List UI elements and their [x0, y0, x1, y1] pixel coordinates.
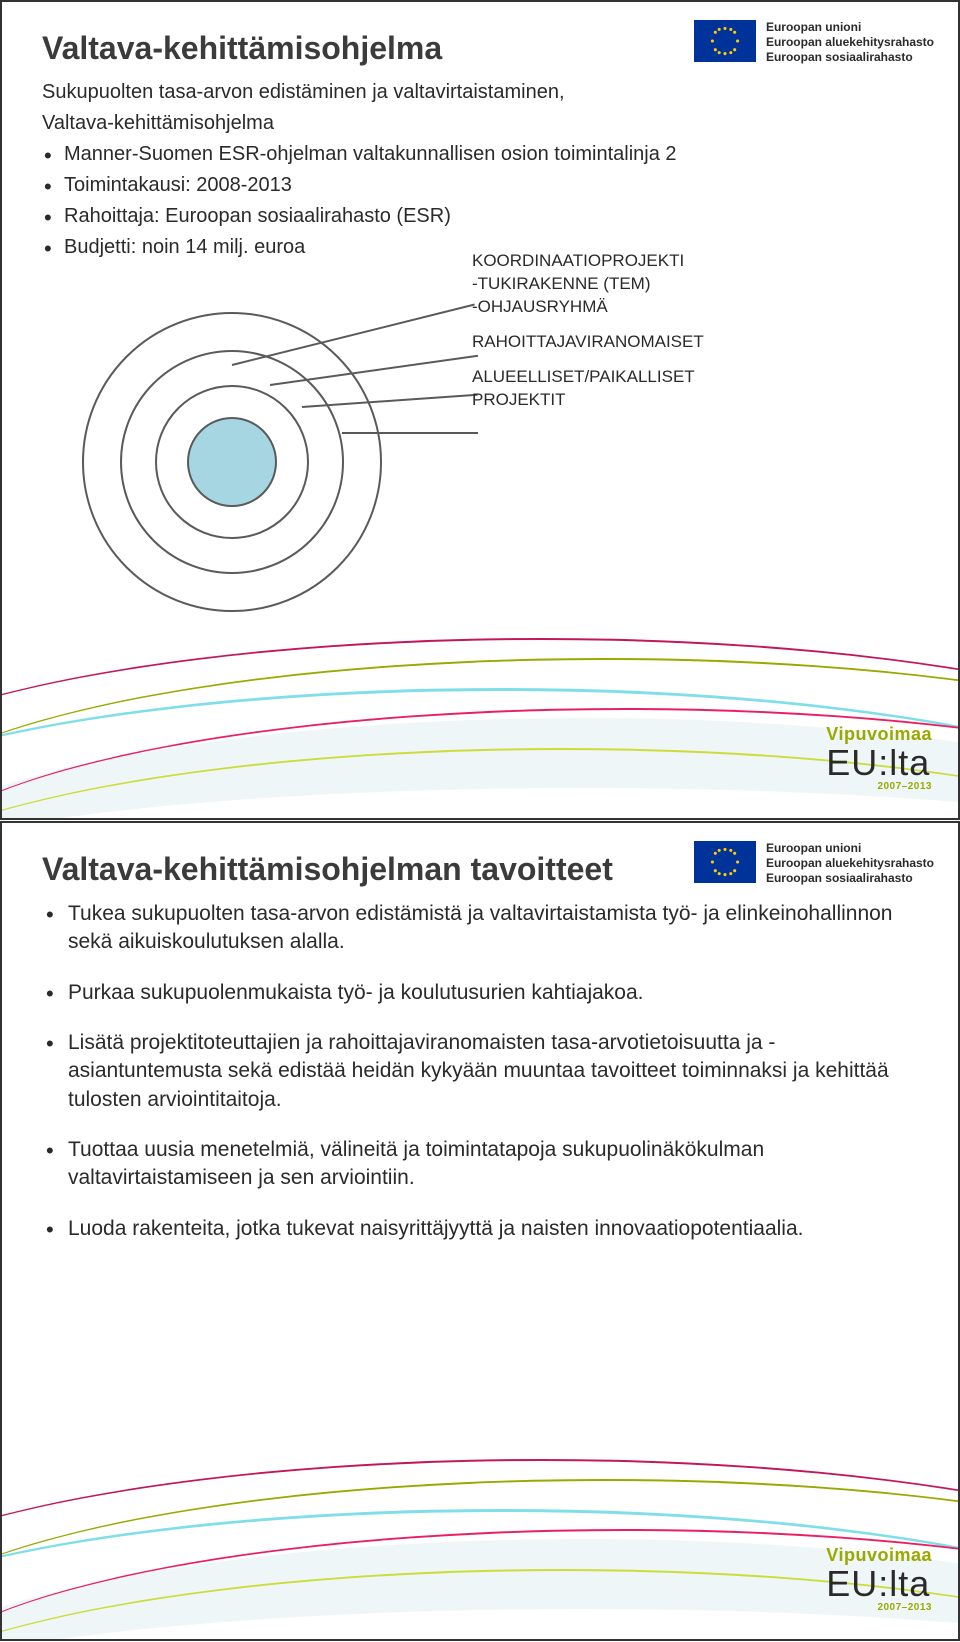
eu-text-line: Euroopan aluekehitysrahasto: [766, 856, 934, 871]
bullet-item: Tukea sukupuolten tasa-arvon edistämistä…: [42, 900, 898, 957]
bullet-item: Manner-Suomen ESR-ohjelman valtakunnalli…: [42, 141, 918, 168]
diagram-ring-center: [187, 417, 277, 507]
eu-text: Euroopan unioni Euroopan aluekehitysraha…: [766, 20, 934, 65]
wave-line: [0, 1569, 960, 1641]
eu-text-line: Euroopan unioni: [766, 20, 934, 35]
wave-fill: [0, 718, 960, 820]
diagram-label-line: PROJEKTIT: [472, 389, 932, 412]
diagram-label-line: -OHJAUSRYHMÄ: [472, 296, 932, 319]
diagram-label-line: ALUEELLISET/PAIKALLISET: [472, 366, 932, 389]
eu-text-line: Euroopan aluekehitysrahasto: [766, 35, 934, 50]
diagram-label-block: RAHOITTAJAVIRANOMAISET: [472, 331, 932, 354]
slide2-bullets: Tukea sukupuolten tasa-arvon edistämistä…: [2, 900, 958, 1243]
slide-2: Euroopan unioni Euroopan aluekehitysraha…: [0, 821, 960, 1641]
wave-fill: [0, 1539, 960, 1641]
diagram-label-line: -TUKIRAKENNE (TEM): [472, 273, 932, 296]
bullet-item: Toimintakausi: 2008-2013: [42, 172, 918, 199]
diagram-label-line: KOORDINAATIOPROJEKTI: [472, 250, 932, 273]
vipu-mid: EU:lta: [826, 1566, 932, 1602]
vipu-mid: EU:lta: [826, 745, 932, 781]
slide-1: Euroopan unioni Euroopan aluekehitysraha…: [0, 0, 960, 820]
slide1-bullets: Manner-Suomen ESR-ohjelman valtakunnalli…: [2, 137, 958, 261]
wave-line: [0, 658, 960, 820]
bullet-item: Rahoittaja: Euroopan sosiaalirahasto (ES…: [42, 203, 918, 230]
wave-line: [0, 1529, 960, 1641]
wave-line: [0, 708, 960, 820]
vipuvoimaa-logo: Vipuvoimaa EU:lta 2007–2013: [826, 1545, 932, 1613]
eu-logo-block: Euroopan unioni Euroopan aluekehitysraha…: [694, 20, 934, 65]
eu-flag: [694, 20, 756, 62]
wave-line: [0, 1479, 960, 1641]
bullet-item: Tuottaa uusia menetelmiä, välineitä ja t…: [42, 1136, 898, 1193]
vipuvoimaa-logo: Vipuvoimaa EU:lta 2007–2013: [826, 724, 932, 792]
wave-line: [0, 748, 960, 820]
diagram-label-block: KOORDINAATIOPROJEKTI -TUKIRAKENNE (TEM) …: [472, 250, 932, 319]
eu-text-line: Euroopan sosiaalirahasto: [766, 50, 934, 65]
eu-logo-block: Euroopan unioni Euroopan aluekehitysraha…: [694, 841, 934, 886]
intro-line: Sukupuolten tasa-arvon edistäminen ja va…: [2, 75, 958, 106]
wave-line: [0, 638, 960, 820]
eu-text-line: Euroopan unioni: [766, 841, 934, 856]
wave-line: [0, 688, 960, 820]
diagram-label-block: ALUEELLISET/PAIKALLISET PROJEKTIT: [472, 366, 932, 412]
diagram-leader: [342, 432, 478, 434]
bullet-item: Luoda rakenteita, jotka tukevat naisyrit…: [42, 1215, 898, 1243]
wave-line: [0, 1459, 960, 1641]
decorative-waves: [0, 1339, 960, 1641]
wave-line: [0, 1509, 960, 1641]
eu-text-line: Euroopan sosiaalirahasto: [766, 871, 934, 886]
bullet-item: Lisätä projektitoteuttajien ja rahoittaj…: [42, 1029, 898, 1114]
eu-text: Euroopan unioni Euroopan aluekehitysraha…: [766, 841, 934, 886]
concentric-diagram: [82, 312, 382, 612]
eu-flag: [694, 841, 756, 883]
diagram-labels: KOORDINAATIOPROJEKTI -TUKIRAKENNE (TEM) …: [472, 250, 932, 424]
intro-line: Valtava-kehittämisohjelma: [2, 106, 958, 137]
bullet-item: Purkaa sukupuolenmukaista työ- ja koulut…: [42, 979, 898, 1007]
